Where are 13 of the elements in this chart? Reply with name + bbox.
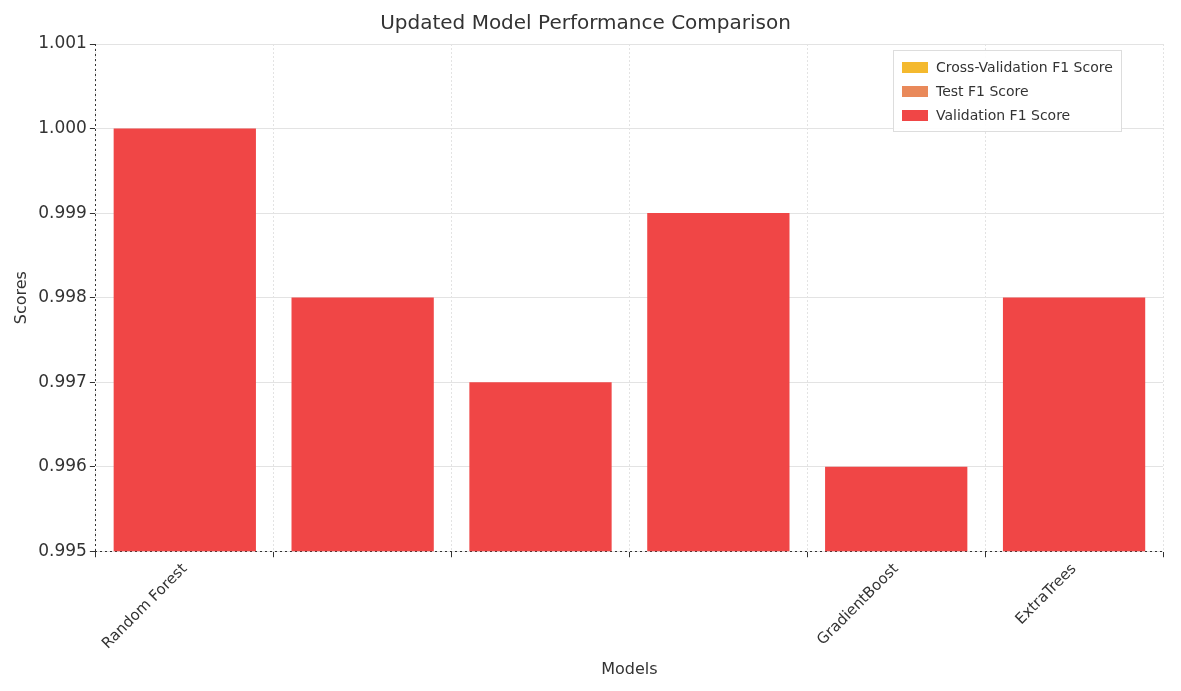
y-tick-label: 0.996 [38,455,87,476]
y-tick-label: 0.999 [38,201,87,222]
legend-label: Validation F1 Score [936,106,1071,125]
x-axis-title: Models [601,658,658,678]
legend-label: Test F1 Score [936,82,1029,101]
text: 1.000 [38,116,87,137]
y-tick-label: 0.998 [38,286,87,307]
y-axis-title: Scores [10,271,30,325]
y-tick-label: 0.997 [38,370,87,391]
chart-title: Updated Model Performance Comparison [380,10,791,35]
y-tick-label: 0.995 [38,539,87,560]
legend-label: Cross-Validation F1 Score [936,58,1113,77]
y-tick-label: 1.001 [38,32,87,53]
